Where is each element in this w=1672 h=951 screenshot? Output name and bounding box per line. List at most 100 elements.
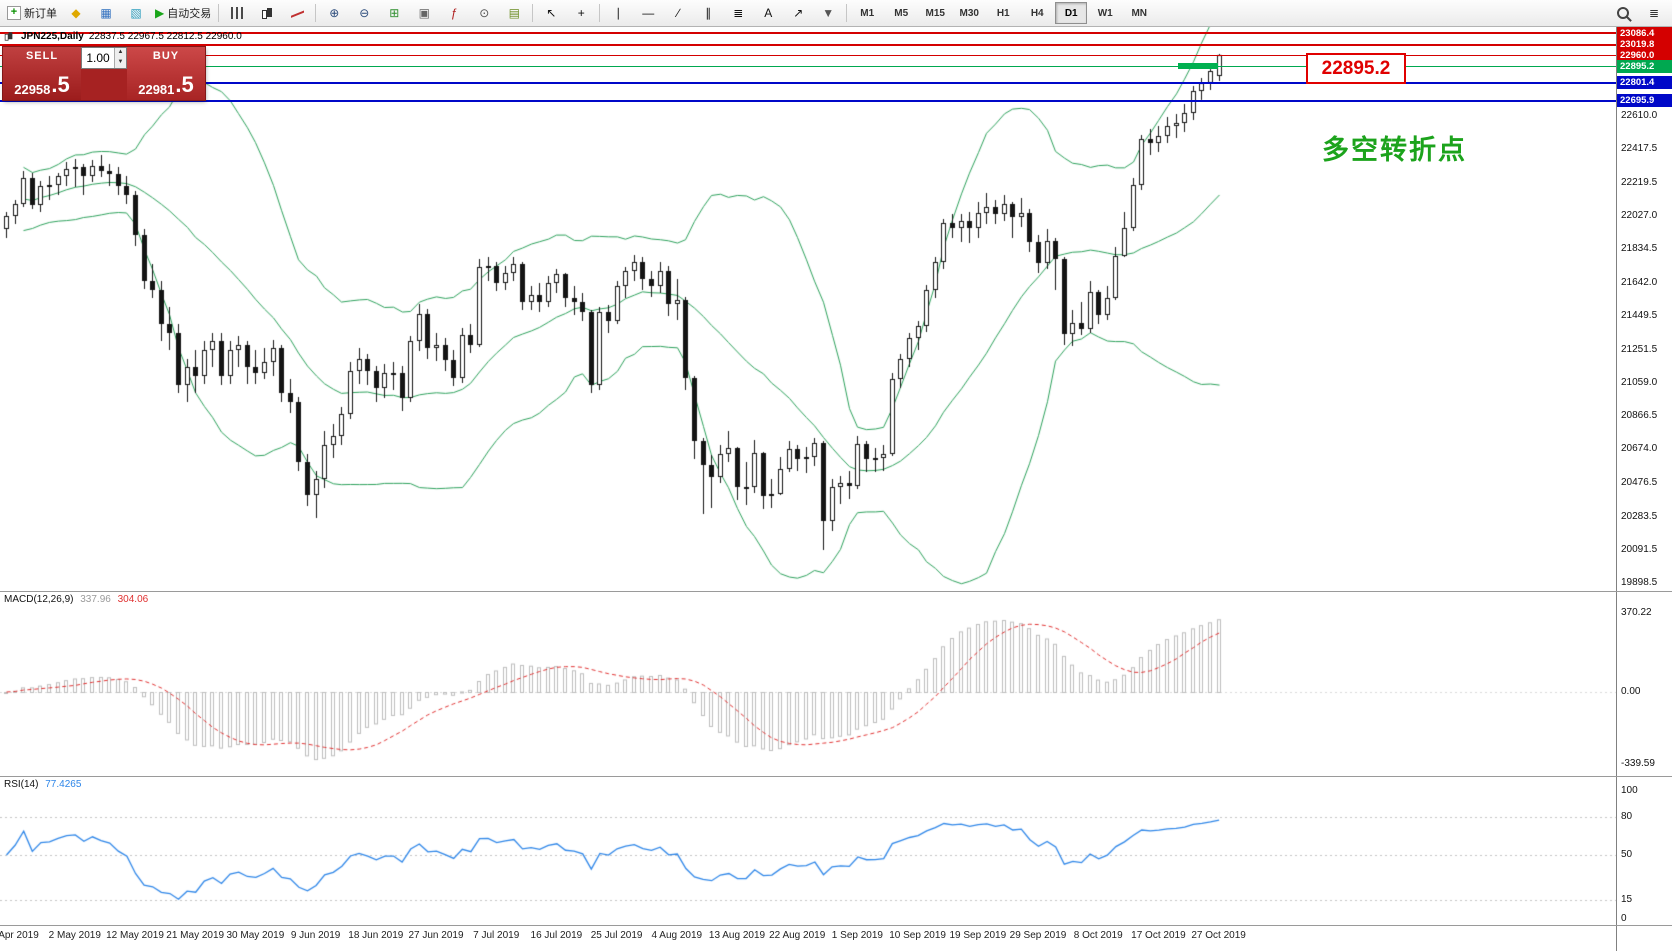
x-axis-date-label: 27 Jun 2019 (408, 930, 464, 941)
price-line-22960.0[interactable] (0, 54, 1616, 56)
trade-panel-filler (81, 69, 127, 100)
timeframe-h1[interactable]: H1 (996, 7, 1010, 19)
volume-down-button[interactable]: ▼ (115, 58, 126, 68)
price-line-22895.2[interactable] (0, 65, 1616, 67)
line-chart-button[interactable] (282, 1, 312, 25)
macd-axis-tick: -339.59 (1621, 758, 1655, 770)
channel-button[interactable]: ∥ (693, 1, 723, 25)
main-chart-canvas[interactable] (0, 27, 1616, 591)
price-annotation-box[interactable]: 22895.2 (1306, 53, 1406, 84)
cascade-windows-button[interactable]: ▣ (409, 1, 439, 25)
main-macd-splitter[interactable] (0, 591, 1672, 592)
y-axis-tick: 21449.5 (1621, 309, 1658, 321)
macd-name: MACD(12,26,9) (4, 594, 74, 605)
volume-up-button[interactable]: ▲ (115, 48, 126, 58)
panels-button[interactable]: ≣ (1639, 1, 1669, 25)
zoom-out-button[interactable]: ⊖ (349, 1, 379, 25)
green-level-segment[interactable] (1178, 63, 1218, 70)
chart-symbol-period: JPN225,Daily (21, 31, 84, 42)
market-watch-icon: ▦ (100, 6, 112, 20)
y-axis-tick: 20674.0 (1621, 443, 1658, 455)
price-axis[interactable]: 22610.0 22417.5 22219.5 22027.0 21834.5 21642… (1616, 26, 1672, 951)
x-axis-date-label: 16 Jul 2019 (530, 930, 583, 941)
y-axis-tick: 22027.0 (1621, 210, 1658, 222)
buy-price-pips: .5 (175, 72, 194, 97)
rsi-panel-canvas[interactable] (0, 777, 1616, 925)
x-axis-date-label: 9 Jun 2019 (290, 930, 341, 941)
trendline-button[interactable]: ∕ (663, 1, 693, 25)
fibonacci-button[interactable]: ≣ (723, 1, 753, 25)
y-axis-tick: 21059.0 (1621, 377, 1658, 389)
shapes-button[interactable]: ▼ (813, 1, 843, 25)
crosshair-icon: + (577, 6, 585, 20)
toolbar-separator (846, 4, 848, 22)
macd-label: MACD(12,26,9) 337.96 304.06 (4, 594, 148, 605)
vertical-line-icon: ∣ (615, 6, 622, 20)
timeframe-mn[interactable]: MN (1131, 7, 1148, 19)
toolbar-right-group: ≣ (1609, 1, 1669, 25)
timeframe-m30[interactable]: M30 (959, 7, 979, 19)
candlestick-chart-button[interactable] (252, 1, 282, 25)
timeframe-h4[interactable]: H4 (1030, 7, 1044, 19)
price-tag-22960.0: 22960.0 (1617, 48, 1672, 62)
text-button[interactable]: A (753, 1, 783, 25)
market-watch-button[interactable]: ▦ (91, 1, 121, 25)
y-axis-tick: 21251.5 (1621, 343, 1658, 355)
price-line-23086.4[interactable] (0, 32, 1616, 35)
price-tag-22895.2: 22895.2 (1617, 59, 1672, 73)
x-axis-date-label: 2 May 2019 (48, 930, 101, 941)
macd-axis-tick: 0.00 (1621, 686, 1641, 697)
crosshair-button[interactable]: + (566, 1, 596, 25)
trendline-icon: ∕ (677, 6, 680, 20)
buy-button-label: BUY (152, 50, 180, 62)
price-line-22801.4[interactable] (0, 81, 1616, 84)
sell-button[interactable]: SELL 22958 .5 (3, 47, 81, 100)
metaeditor-button[interactable]: ◆ (61, 1, 91, 25)
chart-window-icon (4, 32, 13, 42)
indicators-button[interactable]: ƒ (439, 1, 469, 25)
navigator-button[interactable]: ▧ (121, 1, 151, 25)
x-axis-date-label: 1 Sep 2019 (831, 930, 883, 941)
y-axis-tick: 21642.0 (1621, 276, 1658, 288)
volume-field[interactable]: 1.00 ▲ ▼ (81, 47, 127, 69)
macd-rsi-splitter[interactable] (0, 776, 1672, 777)
timeframe-w1[interactable]: W1 (1097, 7, 1113, 19)
y-axis-tick: 21834.5 (1621, 243, 1658, 255)
bar-chart-button[interactable] (222, 1, 252, 25)
timeframe-toolbar: M1 M5 M15 M30 H1 H4 D1 W1 MN (850, 2, 1156, 24)
timeframe-m1[interactable]: M1 (860, 7, 875, 19)
cycles-button[interactable]: ⊙ (469, 1, 499, 25)
arrows-button[interactable]: ↗ (783, 1, 813, 25)
y-axis-tick: 20866.5 (1621, 410, 1658, 422)
text-icon: A (764, 6, 773, 20)
new-order-button[interactable]: 新订单 (3, 1, 61, 25)
macd-panel-canvas[interactable] (0, 592, 1616, 776)
line-chart-icon (291, 8, 304, 18)
horizontal-line-button[interactable]: — (633, 1, 663, 25)
metaeditor-icon: ◆ (71, 6, 81, 20)
templates-button[interactable]: ▤ (499, 1, 529, 25)
toolbar-separator (315, 4, 317, 22)
autotrading-button[interactable]: ▶ 自动交易 (151, 1, 215, 25)
volume-value[interactable]: 1.00 (86, 51, 110, 65)
search-button[interactable] (1609, 1, 1639, 25)
x-axis-date-label: 30 May 2019 (226, 930, 285, 941)
x-axis-date-label: 18 Jun 2019 (348, 930, 404, 941)
timeframe-d1[interactable]: D1 (1055, 2, 1088, 24)
timeframe-m5[interactable]: M5 (894, 7, 909, 19)
cursor-button[interactable]: ↖ (536, 1, 566, 25)
x-axis-date-label: 19 Sep 2019 (949, 930, 1007, 941)
vertical-line-button[interactable]: ∣ (603, 1, 633, 25)
toolbar: 新订单 ◆ ▦ ▧ ▶自动交易 ⊕ ⊖ ⊞ ▣ ƒ ⊙ ▤ ↖ + ∣ — ∕ ∥ ≣ A ↗ ▼ M1 M5 M15 M30 H… (0, 0, 1672, 27)
tile-windows-button[interactable]: ⊞ (379, 1, 409, 25)
macd-signal-value: 304.06 (117, 594, 149, 605)
price-line-23019.8[interactable] (0, 43, 1616, 46)
tile-windows-icon: ⊞ (389, 6, 400, 20)
buy-button[interactable]: BUY 22981 .5 (127, 47, 205, 100)
zoom-in-button[interactable]: ⊕ (319, 1, 349, 25)
sell-price: 22958 .5 (14, 74, 70, 97)
price-line-22695.9[interactable] (0, 99, 1616, 102)
rsi-label: RSI(14) 77.4265 (4, 779, 81, 790)
timeframe-m15[interactable]: M15 (925, 7, 945, 19)
